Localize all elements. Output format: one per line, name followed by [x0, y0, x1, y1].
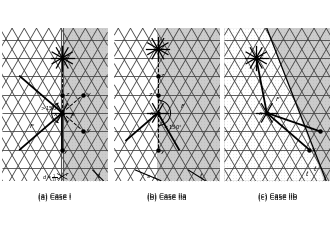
Text: $y$: $y$ [85, 90, 91, 98]
Text: $\ell$: $\ell$ [305, 169, 309, 177]
Bar [64, 29, 108, 181]
Polygon shape [224, 29, 324, 181]
Text: $z$: $z$ [148, 90, 153, 97]
Text: $<150°$: $<150°$ [162, 122, 183, 130]
Text: $F'$: $F'$ [29, 121, 36, 130]
Text: (b) Case IIa: (b) Case IIa [148, 192, 187, 198]
Text: $x$: $x$ [53, 111, 59, 118]
Text: $\ell$: $\ell$ [97, 171, 101, 180]
Text: (a) Case I: (a) Case I [38, 194, 71, 200]
Text: $y$: $y$ [160, 147, 166, 155]
Text: $F$: $F$ [180, 101, 185, 109]
Text: $z$: $z$ [259, 52, 264, 60]
Text: $r$: $r$ [65, 170, 70, 177]
Text: $x$: $x$ [150, 110, 155, 116]
Text: $\ell$: $\ell$ [199, 171, 203, 180]
Text: $z$: $z$ [160, 72, 166, 79]
Text: (c) Case IIb: (c) Case IIb [258, 192, 297, 198]
Text: $y$: $y$ [311, 145, 317, 153]
Text: $>150°$: $>150°$ [39, 103, 59, 111]
Text: $z$: $z$ [65, 52, 70, 60]
Text: $z$: $z$ [160, 44, 166, 51]
Text: $d=\frac{1}{13}$: $d=\frac{1}{13}$ [42, 171, 57, 183]
Text: $x$: $x$ [258, 110, 264, 116]
Text: $z$: $z$ [65, 90, 70, 97]
Text: $y$: $y$ [63, 148, 69, 156]
Text: $s$: $s$ [146, 173, 151, 180]
Text: $F$: $F$ [275, 95, 281, 103]
Text: $F$: $F$ [71, 112, 76, 120]
Text: (a) Case I: (a) Case I [38, 192, 71, 198]
Bar [157, 29, 220, 181]
Text: (c) Case IIb: (c) Case IIb [258, 194, 297, 200]
Text: $y$: $y$ [85, 127, 91, 135]
Text: $\ell$: $\ell$ [313, 164, 318, 172]
Text: (b) Case IIa: (b) Case IIa [148, 194, 187, 200]
